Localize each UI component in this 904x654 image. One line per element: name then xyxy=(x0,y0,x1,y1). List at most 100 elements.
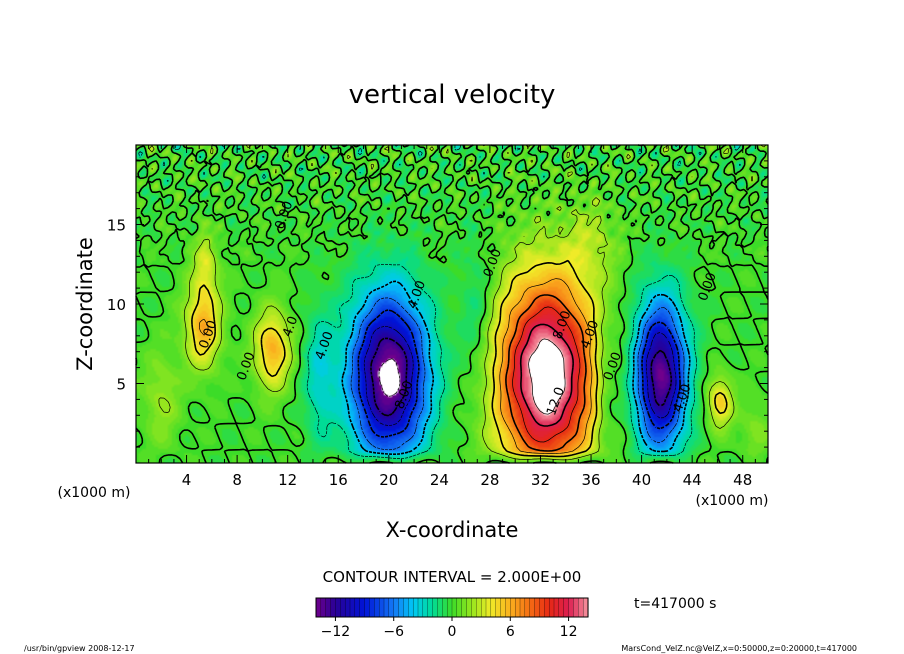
colorbar-cell xyxy=(539,597,545,618)
contour-level xyxy=(135,144,769,464)
colorbar-cell xyxy=(330,597,336,618)
contour-level xyxy=(341,280,691,455)
colorbar-cell xyxy=(417,597,424,618)
colorbar-cell xyxy=(315,597,322,618)
colorbar-tick-label: 12 xyxy=(560,624,578,640)
chart-title: vertical velocity xyxy=(349,80,556,110)
colorbar-cell xyxy=(485,597,492,618)
colorbar-cell xyxy=(340,597,346,618)
colorbar-cell xyxy=(495,597,502,618)
y-tick-label: 10 xyxy=(107,296,126,314)
colorbar-cell xyxy=(398,597,404,618)
colorbar-cell xyxy=(510,597,516,618)
contour-level xyxy=(512,306,581,443)
x-axis-unit-right: (x1000 m) xyxy=(696,493,769,509)
contour-level xyxy=(378,358,401,397)
colorbar-cell xyxy=(442,597,448,618)
colorbar-cell xyxy=(422,597,429,618)
x-tick-label: 28 xyxy=(480,471,499,489)
colorbar-cell xyxy=(578,597,584,618)
colorbar-cells xyxy=(315,597,589,618)
colorbar-cell xyxy=(393,597,400,618)
colorbar-cell xyxy=(505,597,511,618)
colorbar-cell xyxy=(524,597,531,618)
contour-level xyxy=(370,337,673,417)
colorbar-cell xyxy=(320,597,327,618)
colorbar-ticks: −12 −6 0 6 12 xyxy=(321,617,578,640)
colorbar-cell xyxy=(427,597,434,618)
colorbar-cell xyxy=(408,597,414,618)
x-axis-label: X-coordinate xyxy=(386,518,519,542)
colorbar-cell xyxy=(325,597,332,618)
colorbar-cell xyxy=(466,597,472,618)
colorbar-cell xyxy=(354,597,361,618)
colorbar-cell xyxy=(558,597,565,618)
colorbar-cell xyxy=(544,597,550,618)
colorbar-cell xyxy=(359,597,366,618)
x-tick-label: 36 xyxy=(581,471,600,489)
time-label: t=417000 s xyxy=(634,596,716,612)
colorbar-cell xyxy=(374,597,380,618)
colorbar-cell xyxy=(553,597,560,618)
colorbar-cell xyxy=(403,597,409,618)
x-axis-unit-left: (x1000 m) xyxy=(58,485,131,501)
x-tick-label: 4 xyxy=(182,471,192,489)
y-axis-ticks: 5 10 15 xyxy=(107,160,768,448)
colorbar-cell xyxy=(349,597,356,618)
contour-lines xyxy=(135,144,769,464)
colorbar-cell xyxy=(534,597,540,618)
x-tick-label: 8 xyxy=(232,471,242,489)
contour-label: 4.0 xyxy=(280,314,301,339)
colorbar-cell xyxy=(568,597,574,618)
x-tick-label: 44 xyxy=(683,471,702,489)
colorbar-cell xyxy=(446,597,453,618)
colorbar-cell xyxy=(388,597,395,618)
colorbar-cell xyxy=(378,597,385,618)
footer-left: /usr/bin/gpview 2008-12-17 xyxy=(24,644,135,653)
colorbar-cell xyxy=(480,597,487,618)
colorbar-tick-label: 6 xyxy=(506,624,515,640)
contour-level xyxy=(528,338,566,415)
contour-level xyxy=(350,297,685,451)
colorbar-cell xyxy=(563,597,570,618)
contour-interval: CONTOUR INTERVAL = 2.000E+00 xyxy=(323,568,582,586)
colorbar-cell xyxy=(519,597,526,618)
colorbar-tick-label: −6 xyxy=(383,624,404,640)
colorbar-cell xyxy=(412,597,419,618)
contour-level xyxy=(519,323,574,427)
colorbar-cell xyxy=(456,597,463,618)
colorbar-cell xyxy=(437,597,443,618)
colorbar-cell xyxy=(364,597,370,618)
colorbar-cell xyxy=(476,597,482,618)
contour-level xyxy=(199,278,593,454)
x-tick-label: 12 xyxy=(278,471,297,489)
contour-level xyxy=(138,144,741,459)
colorbar: −12 −6 0 6 12 xyxy=(315,597,589,640)
colorbar-cell xyxy=(344,597,351,618)
colorbar-cell xyxy=(548,597,555,618)
y-tick-label: 5 xyxy=(116,376,126,394)
x-tick-label: 32 xyxy=(531,471,550,489)
colorbar-cell xyxy=(383,597,390,618)
colorbar-cell xyxy=(335,597,341,618)
colorbar-cell xyxy=(432,597,438,618)
plot-area: 4.008.004.008.0012.04.000.000.004.000.00… xyxy=(135,144,769,464)
colorbar-cell xyxy=(471,597,477,618)
colorbar-cell xyxy=(514,597,521,618)
contour-level xyxy=(148,144,767,461)
colorbar-cell xyxy=(529,597,536,618)
contour-level xyxy=(505,294,587,452)
x-tick-label: 40 xyxy=(632,471,651,489)
colorbar-cell xyxy=(461,597,468,618)
x-tick-label: 48 xyxy=(733,471,752,489)
x-tick-label: 24 xyxy=(430,471,449,489)
colorbar-cell xyxy=(451,597,458,618)
x-tick-label: 16 xyxy=(329,471,348,489)
x-tick-label: 20 xyxy=(379,471,398,489)
contour-level xyxy=(357,309,681,438)
colorbar-cell xyxy=(573,597,579,618)
y-tick-label: 15 xyxy=(107,217,126,235)
colorbar-cell xyxy=(490,597,497,618)
colorbar-cell xyxy=(500,597,506,618)
